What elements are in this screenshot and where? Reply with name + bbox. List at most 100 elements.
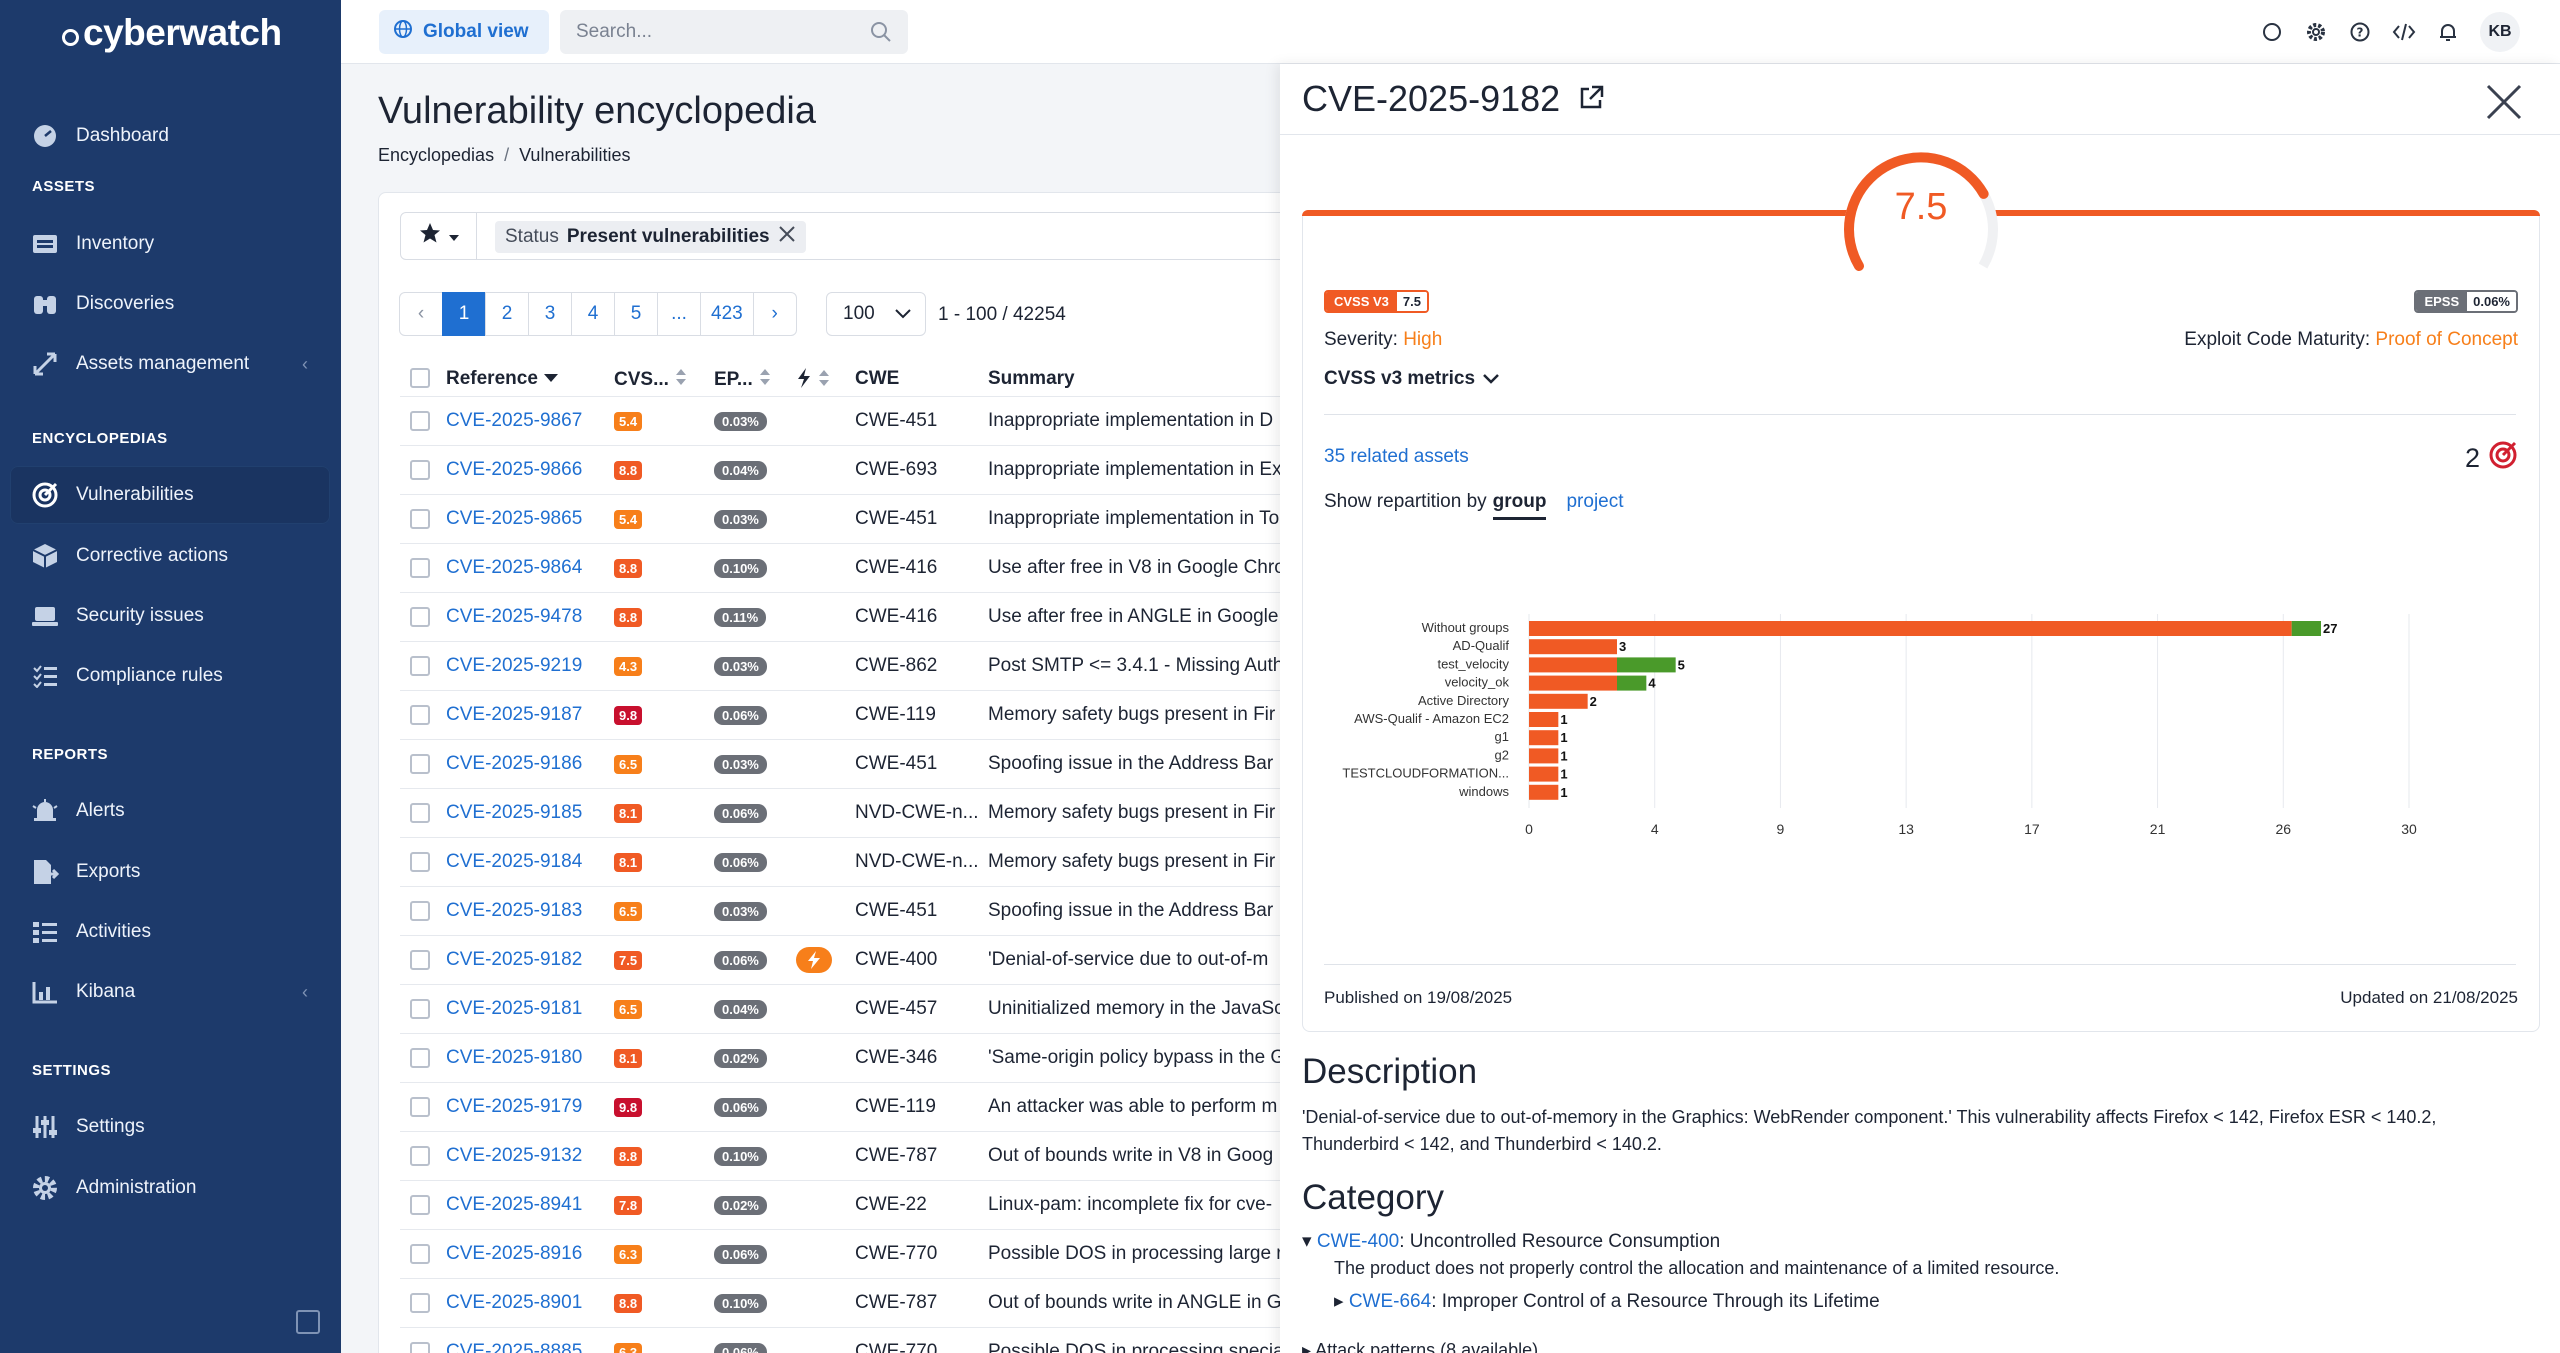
header-reference[interactable]: Reference [446,368,558,390]
table-row[interactable]: CVE-2025-8916 6.3 0.06% CWE-770 Possible DOS… [400,1229,1300,1278]
nav-exports[interactable]: Exports [10,843,330,901]
select-all-checkbox[interactable] [410,368,430,388]
table-row[interactable]: CVE-2025-9219 4.3 0.03% CWE-862 Post SMTP <=… [400,641,1300,690]
cwe-400-link[interactable]: CWE-400 [1316,1231,1400,1252]
row-reference-link[interactable]: CVE-2025-9184 [446,851,583,872]
header-exploit[interactable] [796,368,830,394]
table-row[interactable]: CVE-2025-9180 8.1 0.02% CWE-346 'Same-origin… [400,1033,1300,1082]
nav-security-issues[interactable]: Security issues [10,587,330,645]
row-reference-link[interactable]: CVE-2025-9186 [446,753,583,774]
row-checkbox[interactable] [410,1342,430,1353]
table-row[interactable]: CVE-2025-9182 7.5 0.06% CWE-400 'Denial-of-s… [400,935,1300,984]
related-assets-link[interactable]: 35 related assets [1324,446,1469,467]
chart-bar-segment[interactable] [1529,748,1559,764]
chart-bar-segment[interactable] [1529,766,1559,782]
nav-dashboard[interactable]: Dashboard [10,107,330,165]
page-5[interactable]: 5 [614,292,658,336]
saved-filters-button[interactable] [401,213,477,259]
nav-administration[interactable]: Administration [10,1159,330,1217]
row-checkbox[interactable] [410,754,430,774]
row-checkbox[interactable] [410,1146,430,1166]
table-row[interactable]: CVE-2025-9181 6.5 0.04% CWE-457 Uninitialize… [400,984,1300,1033]
row-reference-link[interactable]: CVE-2025-9179 [446,1096,583,1117]
chart-bar-segment[interactable] [1529,784,1559,800]
row-reference-link[interactable]: CVE-2025-9864 [446,557,583,578]
per-page-select[interactable]: 100 [826,292,926,336]
code-icon[interactable] [2392,20,2416,44]
chart-bar-segment[interactable] [1529,675,1617,691]
table-row[interactable]: CVE-2025-9867 5.4 0.03% CWE-451 Inappropriat… [400,396,1300,445]
nav-alerts[interactable]: Alerts [10,782,330,840]
row-reference-link[interactable]: CVE-2025-8885 [446,1341,583,1353]
row-checkbox[interactable] [410,901,430,921]
chart-bar-segment[interactable] [1529,621,2292,636]
row-checkbox[interactable] [410,558,430,578]
row-reference-link[interactable]: CVE-2025-9181 [446,998,583,1019]
chart-bar-segment[interactable] [1617,657,1676,673]
row-checkbox[interactable] [410,656,430,676]
page-1[interactable]: 1 [442,292,486,336]
row-reference-link[interactable]: CVE-2025-9866 [446,459,583,480]
cvss-metrics-toggle[interactable]: CVSS v3 metrics [1324,368,1499,390]
row-reference-link[interactable]: CVE-2025-9187 [446,704,583,725]
row-checkbox[interactable] [410,803,430,823]
global-view-button[interactable]: Global view [379,10,549,54]
nav-vulnerabilities[interactable]: Vulnerabilities [10,466,330,524]
nav-kibana[interactable]: Kibana ‹ [10,963,330,1021]
chart-bar-segment[interactable] [1529,693,1588,709]
row-checkbox[interactable] [410,1048,430,1068]
row-reference-link[interactable]: CVE-2025-9478 [446,606,583,627]
table-row[interactable]: CVE-2025-9179 9.8 0.06% CWE-119 An attacker … [400,1082,1300,1131]
table-row[interactable]: CVE-2025-8885 6.3 0.06% CWE-770 Possible DOS… [400,1327,1300,1353]
row-reference-link[interactable]: CVE-2025-9180 [446,1047,583,1068]
table-row[interactable]: CVE-2025-9183 6.5 0.03% CWE-451 Spoofing iss… [400,886,1300,935]
close-icon[interactable] [2484,82,2524,122]
table-row[interactable]: CVE-2025-9132 8.8 0.10% CWE-787 Out of bound… [400,1131,1300,1180]
table-row[interactable]: CVE-2025-9186 6.5 0.03% CWE-451 Spoofing iss… [400,739,1300,788]
row-reference-link[interactable]: CVE-2025-9183 [446,900,583,921]
chart-bar-segment[interactable] [1529,639,1617,655]
page-4[interactable]: 4 [571,292,615,336]
header-cvss[interactable]: CVS... [614,368,687,392]
search-input[interactable]: Search... [560,10,908,54]
row-reference-link[interactable]: CVE-2025-9182 [446,949,583,970]
row-checkbox[interactable] [410,509,430,529]
row-checkbox[interactable] [410,999,430,1019]
status-circle-icon[interactable] [2260,20,2284,44]
row-checkbox[interactable] [410,950,430,970]
nav-settings[interactable]: Settings [10,1098,330,1156]
page-prev[interactable]: ‹ [399,292,443,336]
app-logo[interactable]: cyberwatch [62,12,282,54]
nav-corrective-actions[interactable]: Corrective actions [10,527,330,585]
page-last[interactable]: 423 [700,292,754,336]
table-row[interactable]: CVE-2025-9865 5.4 0.03% CWE-451 Inappropriat… [400,494,1300,543]
nav-assets-management[interactable]: Assets management ‹ [10,335,330,393]
cwe-664-link[interactable]: CWE-664 [1348,1291,1432,1312]
category-cwe-400[interactable]: ▾ CWE-400: Uncontrolled Resource Consump… [1302,1230,1720,1253]
nav-inventory[interactable]: Inventory [10,215,330,273]
chart-bar-segment[interactable] [1617,675,1647,691]
help-icon[interactable]: ? [2348,20,2372,44]
page-2[interactable]: 2 [485,292,529,336]
notification-bell-icon[interactable] [2436,20,2460,44]
external-link-icon[interactable] [1578,78,1604,120]
row-checkbox[interactable] [410,607,430,627]
collapse-sidebar-icon[interactable] [296,1310,320,1334]
row-checkbox[interactable] [410,852,430,872]
chart-bar-segment[interactable] [2291,621,2321,636]
table-row[interactable]: CVE-2025-8941 7.8 0.02% CWE-22 Linux-pam: in… [400,1180,1300,1229]
nav-discoveries[interactable]: Discoveries [10,275,330,333]
page-next[interactable]: › [752,292,797,336]
table-row[interactable]: CVE-2025-9185 8.1 0.06% NVD-CWE-n... Memory … [400,788,1300,837]
chart-bar-segment[interactable] [1529,730,1559,746]
chart-bar-segment[interactable] [1529,657,1617,673]
nav-activities[interactable]: Activities [10,903,330,961]
table-row[interactable]: CVE-2025-9864 8.8 0.10% CWE-416 Use after fr… [400,543,1300,592]
user-avatar[interactable]: KB [2480,12,2520,52]
breadcrumb-encyclopedias[interactable]: Encyclopedias [378,145,495,165]
row-checkbox[interactable] [410,460,430,480]
row-reference-link[interactable]: CVE-2025-9219 [446,655,583,676]
table-row[interactable]: CVE-2025-9478 8.8 0.11% CWE-416 Use after fr… [400,592,1300,641]
tab-group[interactable]: group [1492,491,1547,520]
header-epss[interactable]: EP... [714,368,771,392]
